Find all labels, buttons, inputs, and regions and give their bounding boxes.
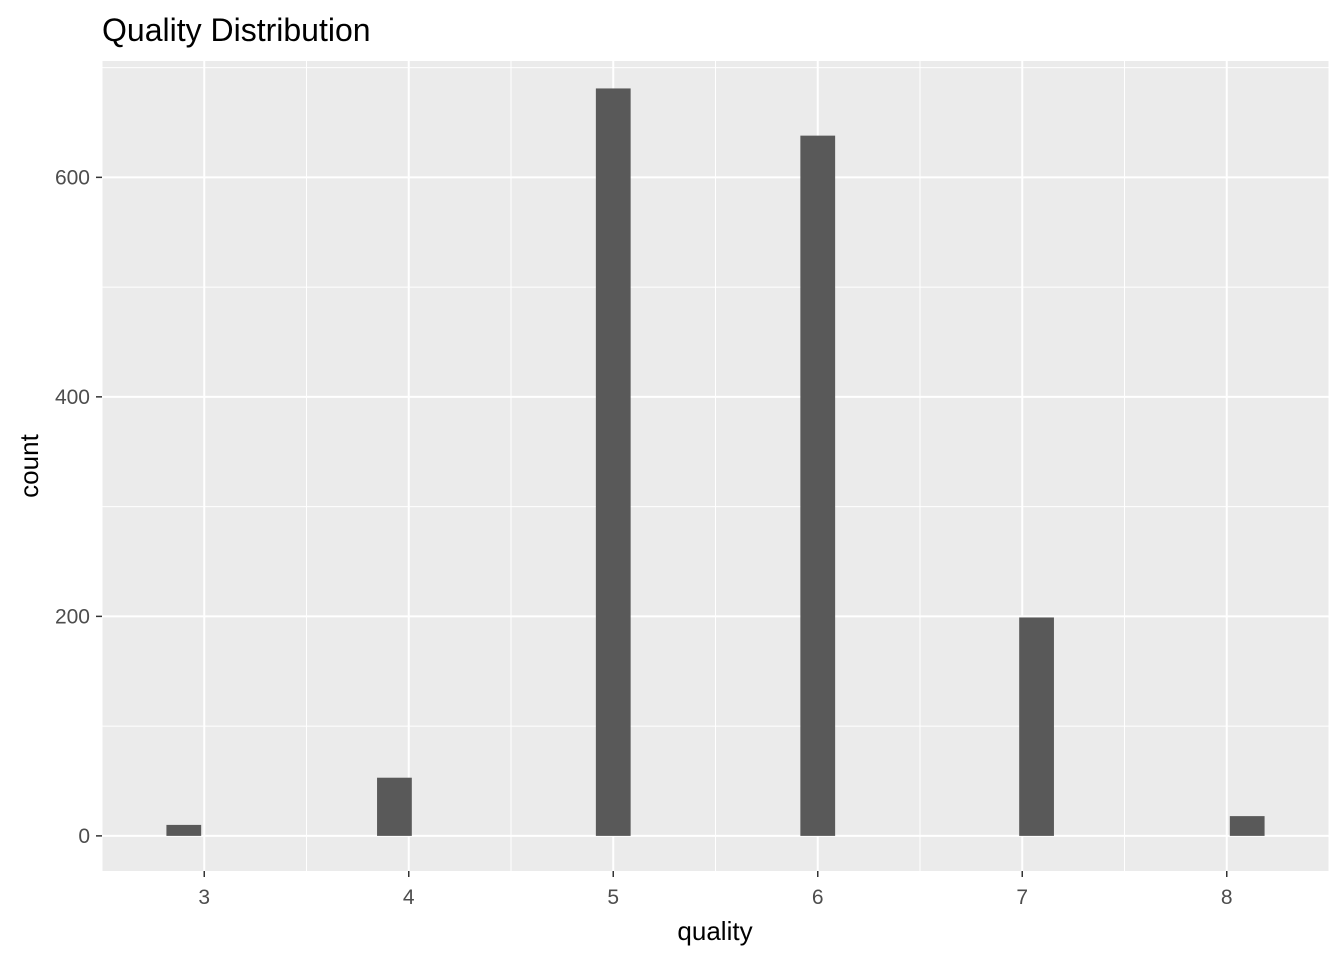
x-tick-label: 8 [1221,886,1233,909]
x-tick-label: 6 [812,886,824,909]
minor-gridlines [101,61,1330,871]
x-tick-label: 4 [403,886,415,909]
x-axis-title: quality [677,916,752,946]
chart-title: Quality Distribution [102,12,371,48]
x-tick-label: 7 [1016,886,1028,909]
y-tick-label: 600 [55,166,90,189]
y-tick-label: 200 [55,605,90,628]
bars [166,88,1265,836]
bar [1019,617,1054,836]
y-axis-ticks: 0 200 400 600 [55,166,102,848]
bar [166,824,202,836]
y-tick-label: 400 [55,386,90,409]
bar [1229,816,1265,836]
bar [800,135,836,836]
y-tick-label: 0 [78,825,90,848]
x-axis-ticks: 3 4 5 6 7 8 [198,871,1233,909]
x-tick-label: 3 [198,886,210,909]
bar [595,88,631,836]
y-axis-title: count [14,433,44,497]
bar [377,777,412,836]
x-tick-label: 5 [607,886,619,909]
